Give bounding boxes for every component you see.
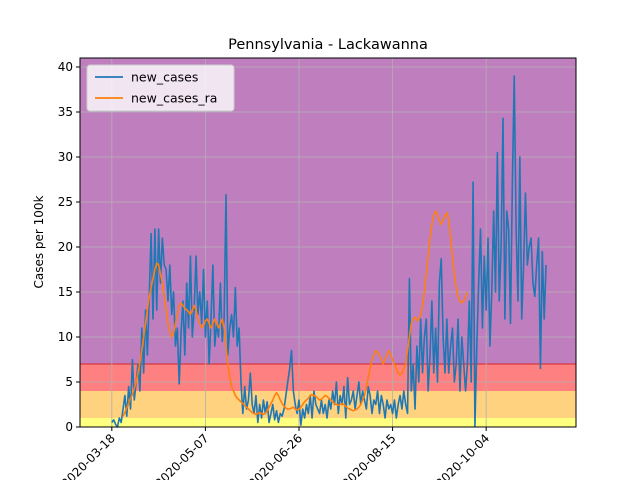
y-axis: 0 5 10 15 20 25 30 35 40 xyxy=(58,60,80,434)
legend-label-new_cases_ra: new_cases_ra xyxy=(131,91,217,106)
legend: new_cases new_cases_ra xyxy=(86,64,235,112)
legend-box xyxy=(86,64,235,112)
y-tick-label: 15 xyxy=(58,285,73,299)
y-tick-label: 5 xyxy=(65,375,73,389)
y-tick-label: 40 xyxy=(58,60,73,74)
y-tick-label: 20 xyxy=(58,240,73,254)
risk-band-0 xyxy=(80,418,576,427)
series-lines xyxy=(111,75,547,428)
plot-frame xyxy=(79,57,577,428)
y-tick-label: 25 xyxy=(58,195,73,209)
y-tick-label: 10 xyxy=(58,330,73,344)
series-line-new_cases_ra xyxy=(122,210,469,417)
legend-label-new_cases: new_cases xyxy=(131,70,198,85)
risk-band-2 xyxy=(80,364,576,391)
y-axis-label: Cases per 100k xyxy=(32,195,46,288)
y-tick-label: 35 xyxy=(58,105,73,119)
series-line-new_cases xyxy=(111,75,547,428)
y-tick-label: 30 xyxy=(58,150,73,164)
y-tick-label: 0 xyxy=(65,420,73,434)
chart-title: Pennsylvania - Lackawanna xyxy=(228,37,428,53)
